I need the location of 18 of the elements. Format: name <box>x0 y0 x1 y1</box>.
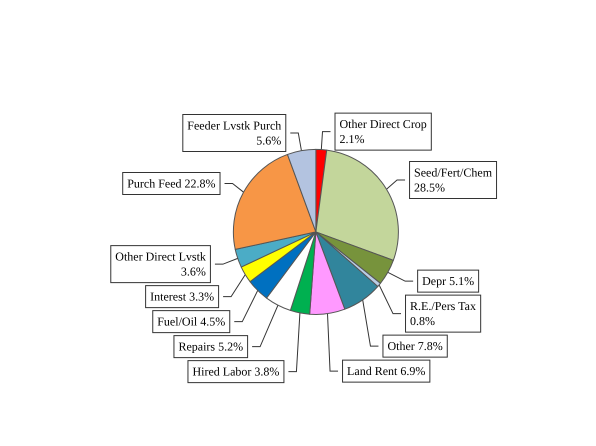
slice-label: Interest 3.3% <box>150 290 214 304</box>
slice-label: Feeder Lvstk Purch <box>187 118 282 132</box>
slice-label: Repairs 5.2% <box>178 340 244 354</box>
data-label: 5.6% <box>256 133 282 148</box>
slice-label: Other Direct Lvstk <box>115 250 206 264</box>
data-label: 0.8% <box>410 314 436 328</box>
slice-label: R.E./Pers Tax <box>410 299 476 314</box>
data-label: 28.5% <box>414 180 446 194</box>
slice-label: Other 7.8% <box>387 339 443 354</box>
data-label: 3.6% <box>180 264 206 279</box>
slice-label: Depr 5.1% <box>422 274 474 288</box>
data-label: 2.1% <box>340 132 365 146</box>
slice-label: Seed/Fert/Chem <box>414 165 493 180</box>
slice-label: Purch Feed 22.8% <box>127 176 216 190</box>
slice-label: Other Direct Crop <box>340 117 427 132</box>
slice-label: Land Rent 6.9% <box>347 364 426 378</box>
slice-label: Hired Labor 3.8% <box>192 364 280 379</box>
slice-label: Fuel/Oil 4.5% <box>157 314 226 329</box>
